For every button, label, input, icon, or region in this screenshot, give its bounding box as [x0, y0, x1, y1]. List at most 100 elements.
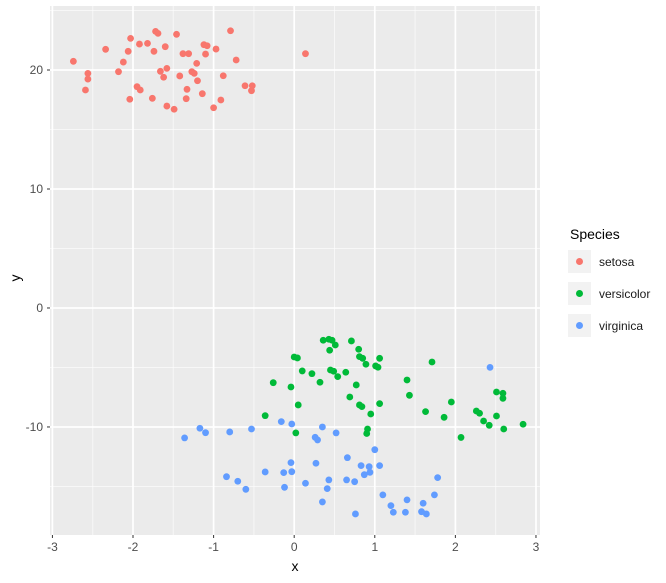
legend-item-setosa: setosa: [568, 250, 650, 273]
data-point-virginica: [302, 479, 309, 487]
data-point-virginica: [288, 468, 296, 476]
data-point-setosa: [163, 64, 171, 72]
x-tick-label: -1: [208, 540, 219, 554]
data-point-setosa: [102, 45, 110, 53]
data-point-setosa: [185, 50, 193, 58]
data-point-setosa: [69, 57, 77, 65]
data-point-setosa: [144, 39, 151, 47]
data-point-setosa: [248, 87, 255, 95]
data-point-versicolor: [328, 336, 336, 344]
data-point-virginica: [352, 510, 359, 518]
data-point-versicolor: [493, 388, 500, 396]
data-point-setosa: [160, 73, 168, 81]
data-point-setosa: [179, 50, 187, 58]
data-point-versicolor: [480, 417, 487, 425]
data-point-versicolor: [403, 376, 411, 384]
virginica-dot-icon: [576, 322, 583, 329]
data-point-setosa: [150, 47, 158, 55]
data-point-virginica: [389, 508, 397, 516]
data-point-setosa: [173, 30, 180, 38]
data-point-versicolor: [485, 421, 493, 429]
data-point-versicolor: [294, 401, 302, 409]
data-point-setosa: [210, 104, 218, 112]
data-point-setosa: [193, 59, 201, 67]
setosa-dot-icon: [576, 258, 583, 265]
data-point-versicolor: [330, 367, 338, 375]
data-point-virginica: [365, 463, 373, 471]
data-point-virginica: [242, 485, 250, 493]
data-point-setosa: [124, 47, 132, 55]
data-point-virginica: [402, 508, 409, 516]
legend-key: [568, 282, 591, 305]
data-point-setosa: [157, 67, 164, 75]
y-tick-label: 0: [36, 301, 43, 315]
data-point-virginica: [486, 363, 494, 371]
data-point-versicolor: [331, 341, 339, 349]
data-point-virginica: [280, 469, 288, 477]
data-point-versicolor: [287, 383, 295, 391]
data-point-setosa: [115, 68, 122, 76]
y-tick-label: 20: [30, 63, 44, 77]
data-point-virginica: [226, 428, 234, 436]
data-point-versicolor: [346, 393, 354, 401]
data-point-virginica: [343, 476, 350, 484]
data-point-setosa: [148, 94, 156, 102]
data-point-setosa: [84, 69, 92, 77]
legend-title: Species: [570, 226, 620, 242]
data-point-setosa: [154, 29, 162, 37]
data-point-versicolor: [342, 368, 350, 376]
y-axis-title: y: [7, 274, 23, 282]
legend: Species setosa versicolor virginica: [568, 226, 650, 346]
data-point-virginica: [223, 473, 230, 481]
data-point-setosa: [219, 72, 227, 80]
data-point-virginica: [248, 425, 255, 433]
data-point-versicolor: [367, 410, 375, 418]
data-point-setosa: [170, 105, 178, 113]
data-point-versicolor: [428, 358, 436, 366]
data-point-virginica: [323, 485, 331, 492]
versicolor-dot-icon: [576, 290, 583, 297]
data-point-virginica: [312, 459, 320, 467]
data-point-setosa: [136, 40, 143, 48]
data-point-versicolor: [376, 400, 384, 408]
data-point-virginica: [351, 478, 359, 486]
data-point-virginica: [261, 468, 269, 476]
data-point-setosa: [82, 86, 89, 94]
data-point-virginica: [287, 459, 295, 467]
data-point-virginica: [379, 491, 387, 499]
data-point-versicolor: [348, 337, 355, 345]
data-point-setosa: [161, 43, 169, 51]
data-point-virginica: [419, 499, 427, 507]
data-point-setosa: [182, 95, 190, 103]
data-point-setosa: [119, 58, 127, 66]
data-point-virginica: [314, 436, 321, 444]
data-point-versicolor: [261, 412, 269, 420]
data-point-setosa: [232, 56, 240, 64]
data-point-virginica: [366, 468, 374, 476]
data-point-setosa: [203, 42, 211, 50]
data-point-virginica: [281, 483, 288, 491]
x-tick-label: 0: [291, 540, 298, 554]
data-point-setosa: [176, 72, 184, 80]
data-point-versicolor: [355, 345, 363, 353]
data-point-setosa: [302, 50, 309, 58]
data-point-virginica: [181, 434, 188, 442]
x-tick-label: 3: [533, 540, 540, 554]
data-point-virginica: [434, 474, 442, 482]
data-point-versicolor: [500, 425, 508, 433]
data-point-setosa: [217, 96, 225, 104]
data-point-versicolor: [519, 420, 527, 428]
x-tick-label: -2: [128, 540, 139, 554]
data-point-setosa: [190, 69, 198, 77]
data-point-virginica: [360, 471, 368, 479]
data-point-versicolor: [319, 336, 327, 344]
data-point-versicolor: [476, 409, 483, 417]
data-point-setosa: [127, 34, 134, 42]
data-point-virginica: [431, 491, 438, 499]
data-point-virginica: [196, 424, 204, 432]
data-point-versicolor: [292, 429, 300, 437]
data-point-versicolor: [406, 391, 413, 399]
data-point-versicolor: [362, 360, 370, 368]
data-point-setosa: [126, 95, 134, 103]
x-tick-label: 2: [452, 540, 459, 554]
